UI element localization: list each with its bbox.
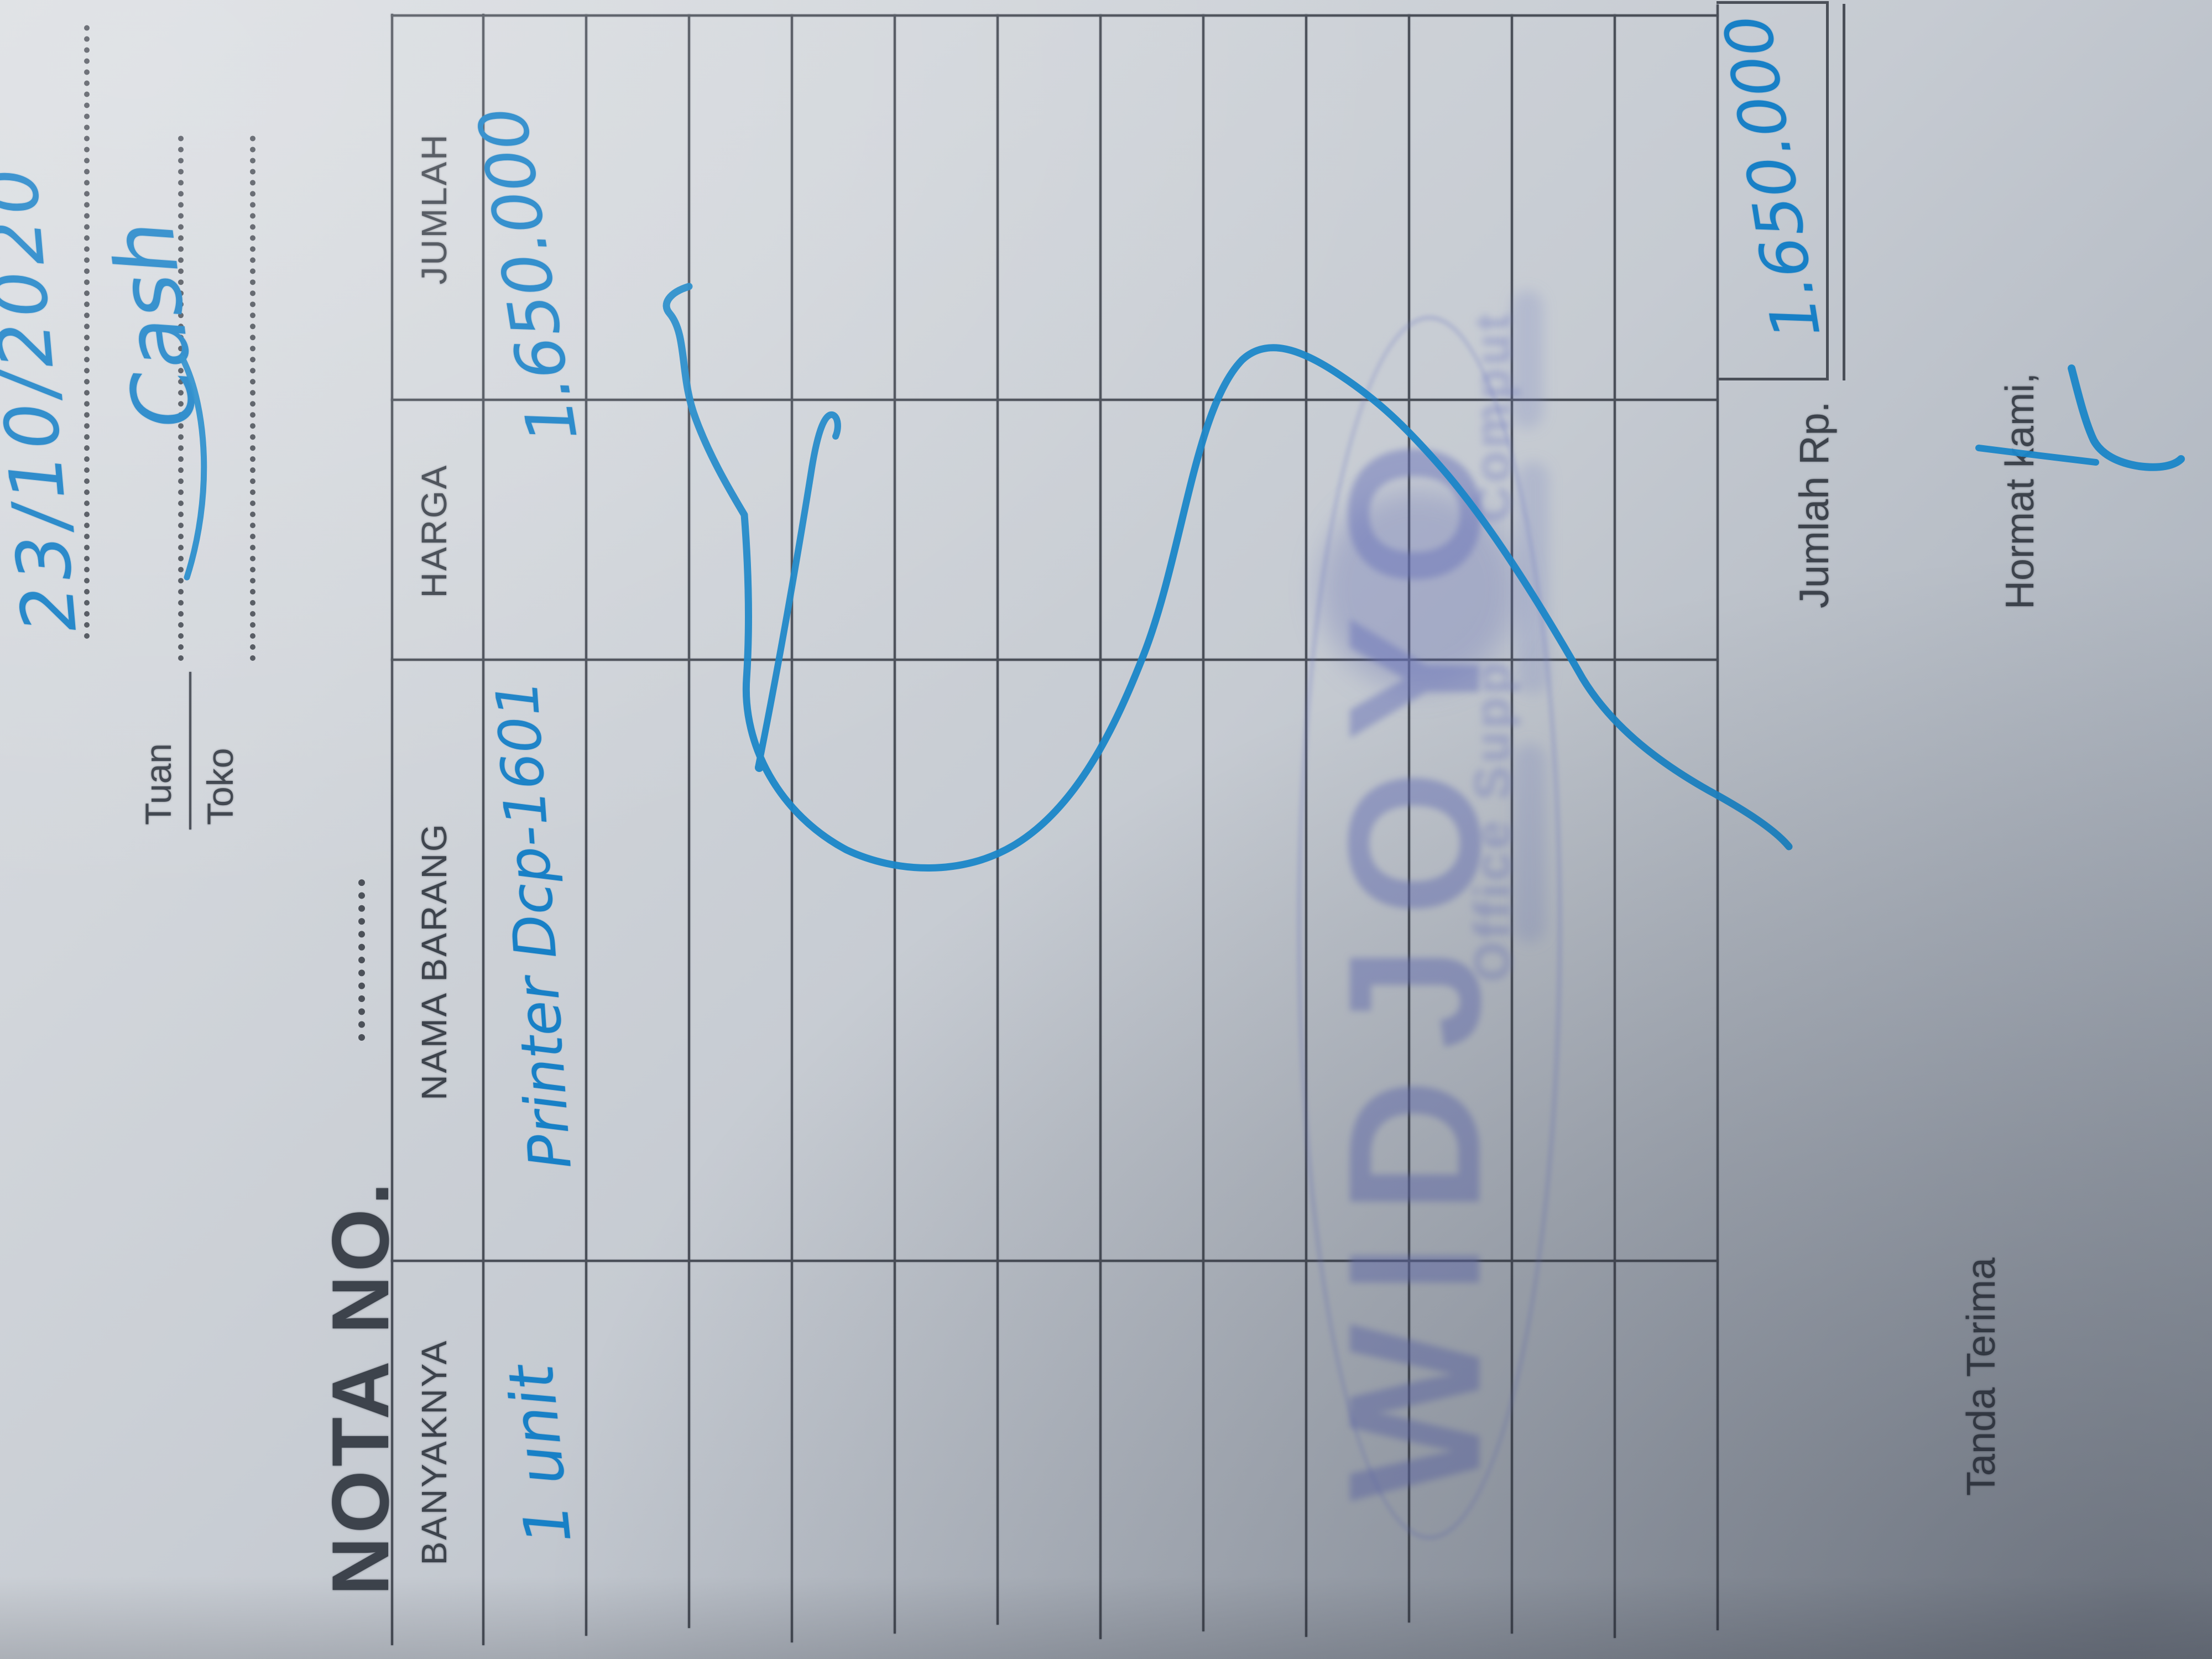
hormat-signature-cross-ink [1975,445,2099,466]
checkmark-ink-dot [755,763,764,772]
signature-swoosh-ink [662,283,1793,872]
checkmark-ink [755,411,841,771]
hormat-signature-ink [2068,364,2185,471]
cash-swash-ink [179,355,207,581]
